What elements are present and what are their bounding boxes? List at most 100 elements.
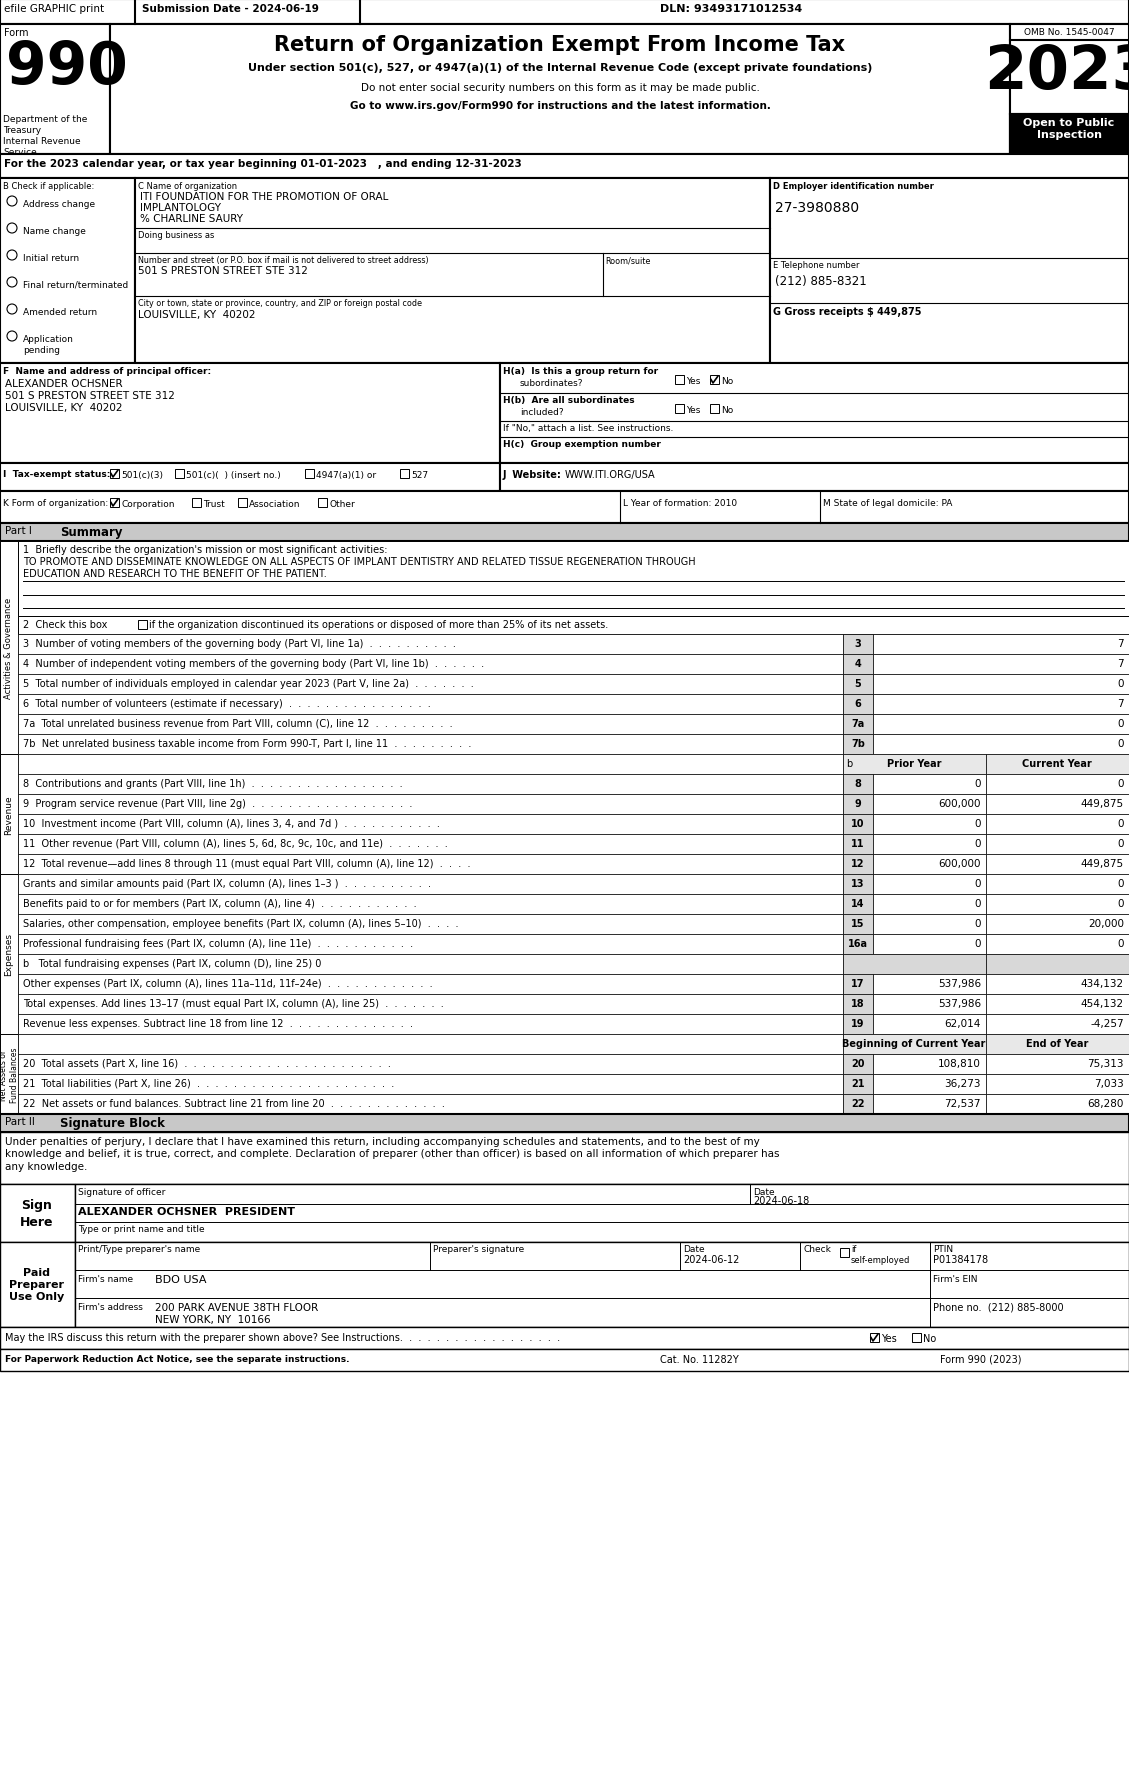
- Bar: [986, 914, 1129, 934]
- Bar: [500, 463, 1129, 492]
- Text: ALEXANDER OCHSNER: ALEXANDER OCHSNER: [5, 380, 123, 388]
- Text: B Check if applicable:: B Check if applicable:: [3, 182, 94, 191]
- Text: 454,132: 454,132: [1080, 998, 1124, 1009]
- Text: 3: 3: [855, 638, 861, 649]
- Bar: [110, 25, 1010, 155]
- Bar: [986, 754, 1129, 775]
- Bar: [500, 364, 1129, 463]
- Text: 7,033: 7,033: [1094, 1078, 1124, 1089]
- Text: F  Name and address of principal officer:: F Name and address of principal officer:: [3, 367, 211, 376]
- Bar: [238, 499, 247, 508]
- Bar: [873, 795, 986, 814]
- Bar: [843, 775, 873, 795]
- Bar: [843, 734, 873, 754]
- Text: Professional fundraising fees (Part IX, column (A), line 11e)  .  .  .  .  .  . : Professional fundraising fees (Part IX, …: [23, 939, 413, 948]
- Text: IMPLANTOLOGY: IMPLANTOLOGY: [140, 203, 221, 212]
- Text: LOUISVILLE, KY  40202: LOUISVILLE, KY 40202: [138, 310, 255, 319]
- Text: b   Total fundraising expenses (Part IX, column (D), line 25) 0: b Total fundraising expenses (Part IX, c…: [23, 959, 322, 968]
- Text: Signature Block: Signature Block: [60, 1116, 165, 1130]
- Text: 449,875: 449,875: [1080, 859, 1124, 868]
- Text: 108,810: 108,810: [938, 1059, 981, 1069]
- Text: Go to www.irs.gov/Form990 for instructions and the latest information.: Go to www.irs.gov/Form990 for instructio…: [350, 102, 770, 110]
- Text: 7a: 7a: [851, 718, 865, 729]
- Text: 15: 15: [851, 918, 865, 928]
- Text: 10: 10: [851, 818, 865, 829]
- Bar: [843, 855, 873, 875]
- Bar: [986, 934, 1129, 955]
- Bar: [75, 1185, 1129, 1242]
- Text: K Form of organization:: K Form of organization:: [3, 499, 108, 508]
- Bar: [18, 775, 843, 795]
- Text: 5: 5: [855, 679, 861, 688]
- Bar: [843, 795, 873, 814]
- Text: Date: Date: [753, 1187, 774, 1196]
- Bar: [0, 1349, 1129, 1370]
- Text: P01384178: P01384178: [933, 1255, 988, 1263]
- Text: No: No: [721, 376, 733, 385]
- Bar: [843, 715, 873, 734]
- Text: Sign
Here: Sign Here: [20, 1199, 54, 1228]
- Bar: [873, 895, 986, 914]
- Text: (212) 885-8321: (212) 885-8321: [774, 274, 867, 289]
- Text: 0: 0: [1118, 738, 1124, 748]
- Bar: [18, 542, 1129, 617]
- Bar: [710, 376, 719, 385]
- Text: For Paperwork Reduction Act Notice, see the separate instructions.: For Paperwork Reduction Act Notice, see …: [5, 1354, 350, 1363]
- Bar: [18, 1034, 843, 1055]
- Text: 2024-06-12: 2024-06-12: [683, 1255, 739, 1263]
- Text: 22  Net assets or fund balances. Subtract line 21 from line 20  .  .  .  .  .  .: 22 Net assets or fund balances. Subtract…: [23, 1098, 445, 1108]
- Bar: [18, 795, 843, 814]
- Text: City or town, state or province, country, and ZIP or foreign postal code: City or town, state or province, country…: [138, 299, 422, 308]
- Bar: [843, 914, 873, 934]
- Text: 4: 4: [855, 659, 861, 668]
- Bar: [986, 795, 1129, 814]
- Text: efile GRAPHIC print: efile GRAPHIC print: [5, 4, 104, 14]
- Bar: [18, 914, 843, 934]
- Text: 5  Total number of individuals employed in calendar year 2023 (Part V, line 2a) : 5 Total number of individuals employed i…: [23, 679, 474, 688]
- Text: if
self-employed: if self-employed: [851, 1244, 910, 1265]
- Text: DLN: 93493171012534: DLN: 93493171012534: [660, 4, 803, 14]
- Bar: [843, 1034, 986, 1055]
- Bar: [986, 855, 1129, 875]
- Text: 1  Briefly describe the organization's mission or most significant activities:: 1 Briefly describe the organization's mi…: [23, 545, 387, 554]
- Bar: [986, 994, 1129, 1014]
- Text: 8: 8: [855, 779, 861, 789]
- Text: 20: 20: [851, 1059, 865, 1069]
- Bar: [110, 470, 119, 479]
- Text: M State of legal domicile: PA: M State of legal domicile: PA: [823, 499, 953, 508]
- Bar: [710, 405, 719, 413]
- Text: 0: 0: [974, 779, 981, 789]
- Text: Corporation: Corporation: [121, 499, 175, 508]
- Bar: [675, 376, 684, 385]
- Text: 8  Contributions and grants (Part VIII, line 1h)  .  .  .  .  .  .  .  .  .  .  : 8 Contributions and grants (Part VIII, l…: [23, 779, 403, 789]
- Text: 537,986: 537,986: [938, 978, 981, 989]
- Text: Under section 501(c), 527, or 4947(a)(1) of the Internal Revenue Code (except pr: Under section 501(c), 527, or 4947(a)(1)…: [247, 62, 873, 73]
- Text: -4,257: -4,257: [1091, 1019, 1124, 1028]
- Text: OMB No. 1545-0047: OMB No. 1545-0047: [1024, 29, 1114, 37]
- Text: Under penalties of perjury, I declare that I have examined this return, includin: Under penalties of perjury, I declare th…: [5, 1137, 779, 1171]
- Text: Part I: Part I: [5, 526, 32, 536]
- Bar: [843, 634, 873, 654]
- Text: 4  Number of independent voting members of the governing body (Part VI, line 1b): 4 Number of independent voting members o…: [23, 659, 484, 668]
- Bar: [873, 855, 986, 875]
- Bar: [0, 1114, 1129, 1132]
- Text: L Year of formation: 2010: L Year of formation: 2010: [623, 499, 737, 508]
- Text: PTIN: PTIN: [933, 1244, 953, 1253]
- Text: 527: 527: [411, 470, 428, 479]
- Text: 501 S PRESTON STREET STE 312: 501 S PRESTON STREET STE 312: [5, 390, 175, 401]
- Text: BDO USA: BDO USA: [155, 1274, 207, 1285]
- Text: Firm's EIN: Firm's EIN: [933, 1274, 978, 1283]
- Text: Other expenses (Part IX, column (A), lines 11a–11d, 11f–24e)  .  .  .  .  .  .  : Other expenses (Part IX, column (A), lin…: [23, 978, 432, 989]
- Bar: [873, 914, 986, 934]
- Bar: [0, 0, 1129, 25]
- Bar: [135, 178, 770, 364]
- Bar: [873, 834, 986, 855]
- Text: 62,014: 62,014: [945, 1019, 981, 1028]
- Text: Revenue less expenses. Subtract line 18 from line 12  .  .  .  .  .  .  .  .  . : Revenue less expenses. Subtract line 18 …: [23, 1019, 413, 1028]
- Text: Revenue: Revenue: [5, 795, 14, 834]
- Bar: [986, 955, 1129, 975]
- Text: 20  Total assets (Part X, line 16)  .  .  .  .  .  .  .  .  .  .  .  .  .  .  . : 20 Total assets (Part X, line 16) . . . …: [23, 1059, 391, 1069]
- Text: 11  Other revenue (Part VIII, column (A), lines 5, 6d, 8c, 9c, 10c, and 11e)  . : 11 Other revenue (Part VIII, column (A),…: [23, 839, 448, 848]
- Text: 75,313: 75,313: [1087, 1059, 1124, 1069]
- Bar: [873, 975, 986, 994]
